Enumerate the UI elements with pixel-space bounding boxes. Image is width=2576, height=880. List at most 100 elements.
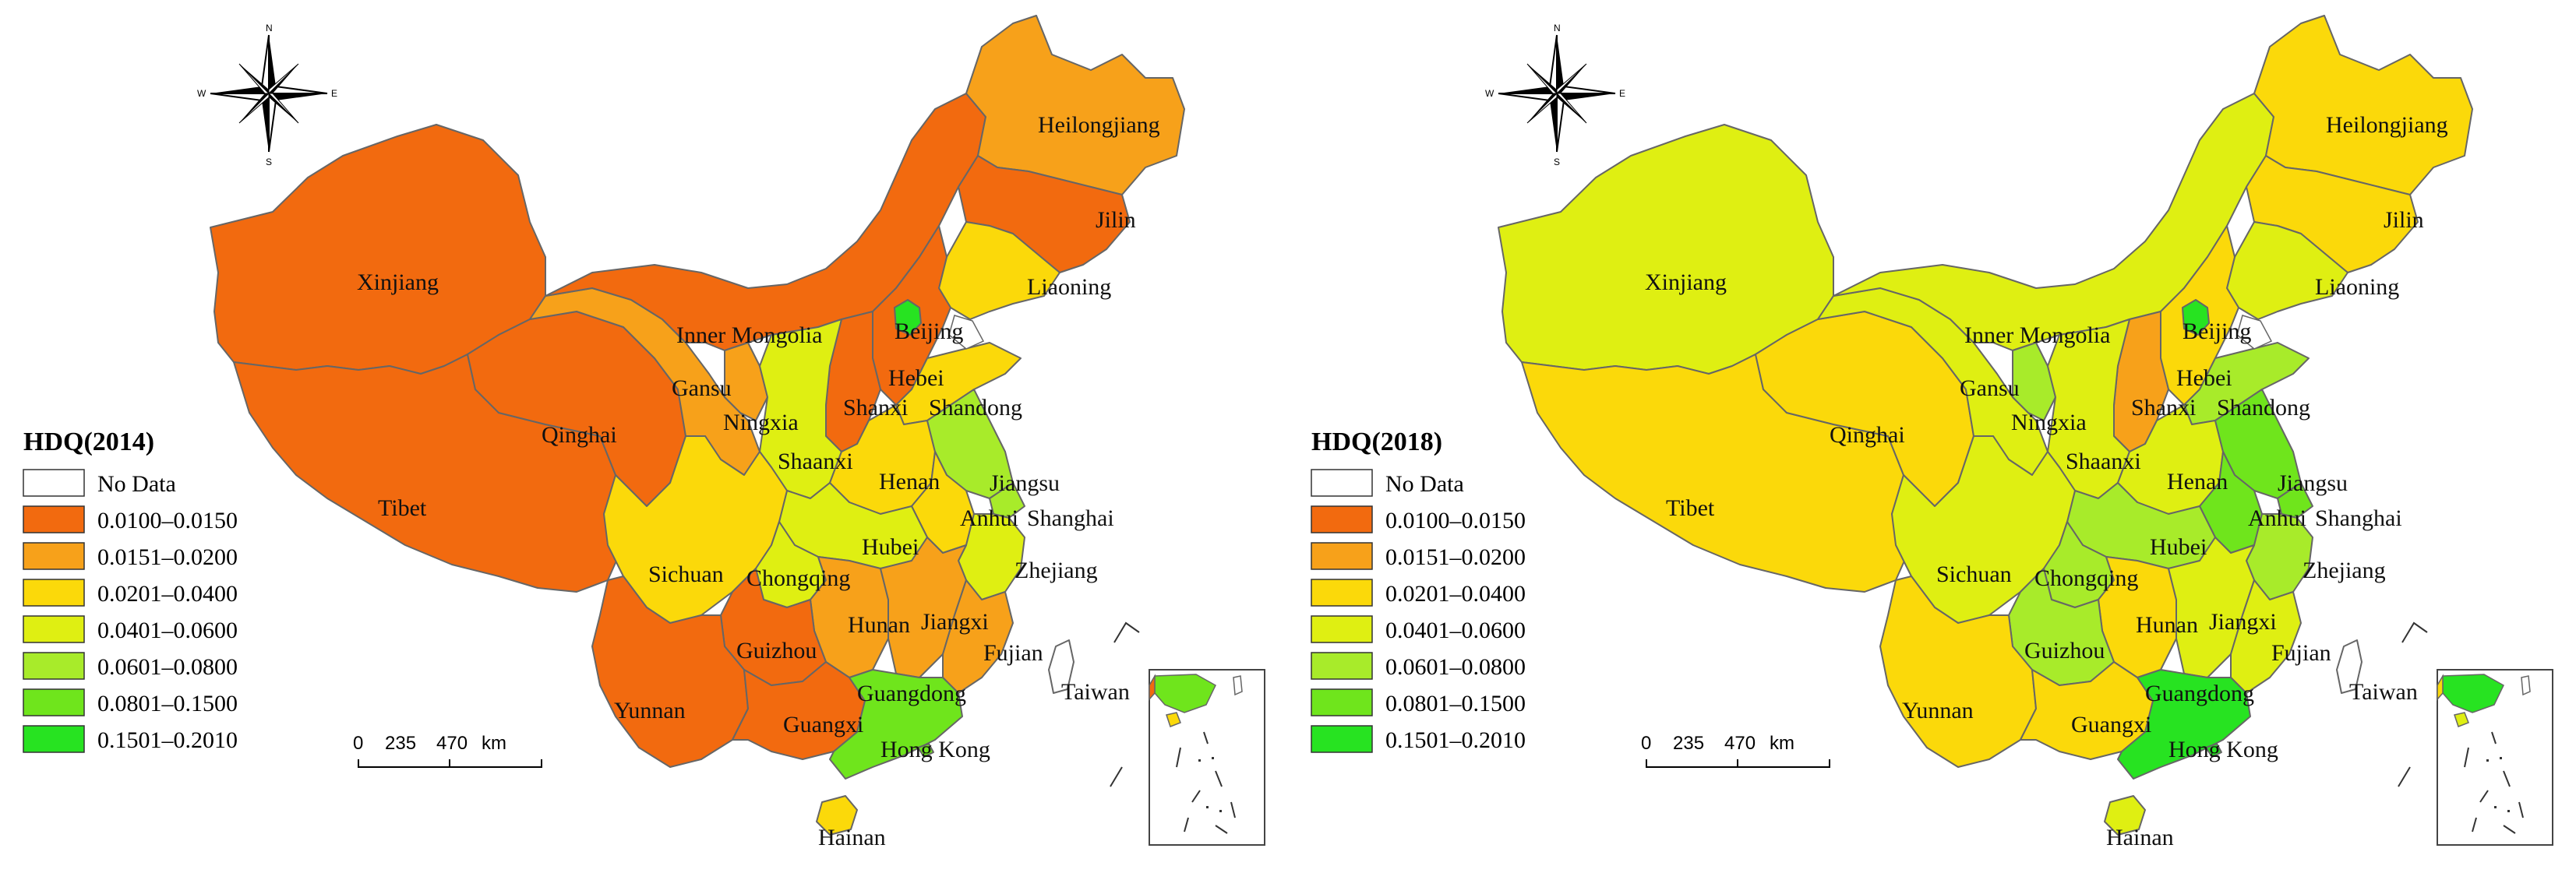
province-fujian[interactable] (942, 579, 1014, 694)
compass-n: N (266, 23, 273, 33)
scale-unit: km (1770, 733, 1794, 754)
label-shandong: Shandong (929, 395, 1022, 421)
province-shanghai[interactable] (2277, 482, 2313, 519)
legend-label: 0.0401–0.0600 (97, 618, 238, 643)
legend: HDQ(2014) No Data 0.0100–0.0150 0.0151–0.0… (23, 428, 238, 753)
legend-swatch (1311, 469, 1373, 497)
south-china-sea-inset (1149, 669, 1265, 846)
label-shanghai: Shanghai (1027, 505, 1114, 531)
label-shaanxi: Shaanxi (778, 449, 853, 474)
label-shanxi: Shanxi (843, 395, 908, 421)
label-jiangxi: Jiangxi (921, 609, 989, 635)
label-tibet: Tibet (378, 495, 427, 521)
legend-items: No Data 0.0100–0.0150 0.0151–0.0200 0.0201–… (23, 469, 238, 753)
legend-title: HDQ(2018) (1311, 428, 1442, 456)
inset-guangdong (2442, 674, 2504, 713)
compass-rose: N S E W (197, 23, 337, 167)
province-hong-kong[interactable] (917, 743, 934, 758)
legend-swatch (1311, 542, 1373, 570)
label-qinghai: Qinghai (1830, 422, 1905, 448)
legend-swatch (1311, 505, 1373, 533)
legend-swatch (1311, 688, 1373, 716)
label-jilin: Jilin (1096, 207, 1136, 233)
legend-swatch (1311, 725, 1373, 753)
label-zhejiang: Zhejiang (2303, 558, 2386, 583)
province-labels: Xinjiang Tibet Qinghai Gansu Inner Mongo… (357, 112, 1160, 850)
label-jiangxi: Jiangxi (2209, 609, 2277, 635)
label-zhejiang: Zhejiang (1015, 558, 1098, 583)
inset-guangxi (2437, 674, 2444, 701)
map-panel-2014: N S E W (23, 15, 1265, 850)
province-fujian[interactable] (2230, 579, 2302, 694)
legend-swatch (23, 615, 85, 643)
label-guangdong: Guangdong (857, 681, 966, 706)
compass-w: W (1485, 88, 1494, 99)
label-tibet: Tibet (1666, 495, 1715, 521)
label-sichuan: Sichuan (1936, 561, 2012, 587)
label-inner-mongolia: Inner Mongolia (1964, 322, 2110, 348)
inset-taiwan (2521, 675, 2531, 696)
legend-swatch (23, 542, 85, 570)
compass-e: E (1619, 88, 1625, 99)
label-hainan: Hainan (818, 825, 886, 850)
province-hong-kong[interactable] (2205, 743, 2222, 758)
scale-tick-2: 470 (436, 733, 468, 754)
province-ningxia[interactable] (2012, 342, 2056, 421)
scale-bar: 0 235 470 km (353, 733, 542, 768)
legend-label: 0.0601–0.0800 (1385, 654, 1526, 680)
label-liaoning: Liaoning (2315, 274, 2399, 300)
province-beijing[interactable] (894, 299, 922, 336)
legend-label: 0.0100–0.0150 (97, 508, 238, 533)
province-ningxia[interactable] (724, 342, 768, 421)
label-guangdong: Guangdong (2145, 681, 2254, 706)
inset-hainan (1166, 712, 1181, 727)
label-chongqing: Chongqing (2034, 565, 2138, 591)
label-fujian: Fujian (2271, 640, 2331, 666)
south-china-sea-inset (2437, 669, 2553, 846)
province-inner-mongolia[interactable] (1833, 93, 2274, 351)
label-guangxi: Guangxi (783, 712, 863, 737)
label-jiangsu: Jiangsu (990, 470, 1060, 496)
legend-swatch (1311, 652, 1373, 680)
label-hubei: Hubei (2150, 534, 2207, 560)
label-hunan: Hunan (848, 612, 910, 638)
legend-title: HDQ(2014) (23, 428, 154, 456)
coastal-islands (2398, 621, 2428, 787)
legend-swatch (23, 688, 85, 716)
legend: HDQ(2018) No Data 0.0100–0.0150 0.0151–0.0… (1311, 428, 1526, 753)
inset-hainan (2454, 712, 2469, 727)
legend-label: 0.1501–0.2010 (97, 727, 238, 753)
scale-tick-2: 470 (1724, 733, 1756, 754)
province-taiwan[interactable] (2336, 639, 2363, 694)
label-hubei: Hubei (862, 534, 919, 560)
compass-s: S (266, 157, 272, 167)
label-henan: Henan (879, 469, 940, 495)
bohai-sea (2236, 315, 2273, 350)
legend-label: 0.0201–0.0400 (97, 581, 238, 607)
label-gansu: Gansu (1960, 375, 2020, 401)
coastal-islands (1110, 621, 1140, 787)
legend-label: 0.0100–0.0150 (1385, 508, 1526, 533)
province-beijing[interactable] (2182, 299, 2210, 336)
label-gansu: Gansu (672, 375, 732, 401)
label-hunan: Hunan (2136, 612, 2198, 638)
label-guizhou: Guizhou (736, 638, 817, 664)
legend-label: 0.0151–0.0200 (97, 544, 238, 570)
label-shandong: Shandong (2217, 395, 2310, 421)
province-hainan[interactable] (816, 795, 858, 836)
label-jiangsu: Jiangsu (2278, 470, 2348, 496)
legend-label: 0.0401–0.0600 (1385, 618, 1526, 643)
inset-guangdong (1154, 674, 1216, 713)
province-shanghai[interactable] (989, 482, 1025, 519)
province-inner-mongolia[interactable] (545, 93, 986, 351)
scale-tick-1: 235 (385, 733, 416, 754)
label-ningxia: Ningxia (2011, 410, 2087, 435)
legend-swatch (1311, 579, 1373, 607)
label-heilongjiang: Heilongjiang (2326, 112, 2448, 138)
label-beijing: Beijing (895, 319, 963, 344)
province-hainan[interactable] (2104, 795, 2146, 836)
label-xinjiang: Xinjiang (357, 269, 439, 295)
province-taiwan[interactable] (1048, 639, 1075, 694)
label-sichuan: Sichuan (648, 561, 724, 587)
compass-n: N (1554, 23, 1561, 33)
